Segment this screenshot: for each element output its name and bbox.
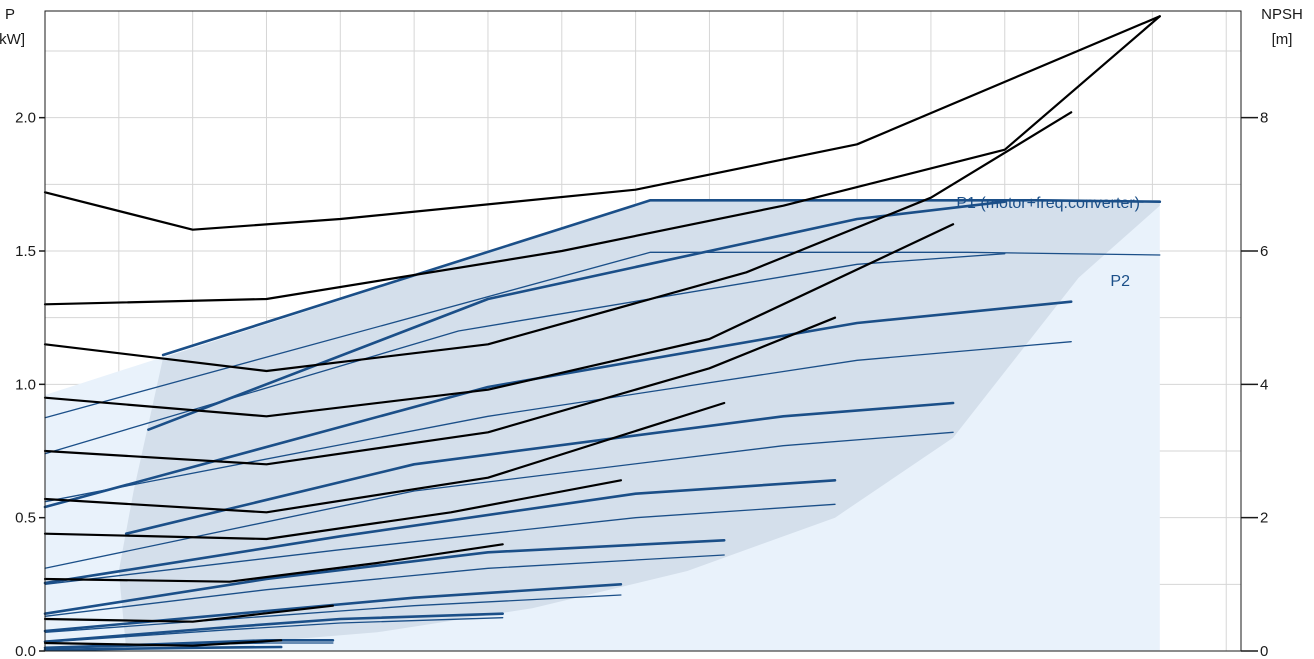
plot-frame [44,10,1242,652]
left-tick-label: 2.0 [15,110,36,127]
p1-curve [43,639,335,650]
p1-curve [124,401,955,535]
p1-curve [43,539,726,615]
right-tick-label: 0 [1260,643,1268,659]
right-tick-label: 6 [1260,243,1268,260]
p1-curve [161,199,1162,357]
p1-curve [43,612,504,643]
npsh-curve [43,316,837,466]
p2-curve-label: P2 [1110,273,1130,290]
p1-curve-label: P1 (motor+freq.converter) [956,195,1140,212]
p2-curve [44,617,504,643]
left-tick-label: 0.0 [15,643,36,659]
right-axis-title-line2: [m] [1272,31,1293,48]
left-tick-label: 1.5 [15,243,36,260]
operating-region [118,200,1160,650]
p2-curve [44,503,836,585]
p1-curve [43,645,283,652]
p2-curve [44,431,954,569]
p1-curve [43,300,1073,509]
npsh-curve [43,15,1161,306]
p2-curve [44,594,622,633]
left-tick-label: 1.0 [15,376,36,393]
p1-curve [43,479,837,585]
npsh-curve [43,111,1073,373]
right-axis-ticks: 0 2 4 6 8 [1241,110,1268,659]
npsh-curve [43,639,283,647]
left-tick-label: 0.5 [15,510,36,527]
npsh-curve [43,401,726,514]
npsh-curve [43,223,955,418]
left-axis-ticks: 0.0 0.5 1.0 1.5 2.0 [15,110,45,659]
left-axis-title-line2: [kW] [0,31,25,48]
right-tick-label: 4 [1260,376,1268,393]
right-tick-label: 8 [1260,110,1268,127]
p2-curve [44,554,725,617]
npsh-curve [43,15,1161,231]
curve-series [43,15,1162,652]
p2-curve [44,341,1072,503]
npsh-curve [43,543,504,583]
npsh-curve [43,604,334,623]
right-axis-title-line1: NPSH [1261,6,1303,23]
p2-curve [44,251,1161,419]
left-axis-title-line1: P [5,6,15,23]
right-tick-label: 2 [1260,510,1268,527]
npsh-curve [43,479,622,541]
